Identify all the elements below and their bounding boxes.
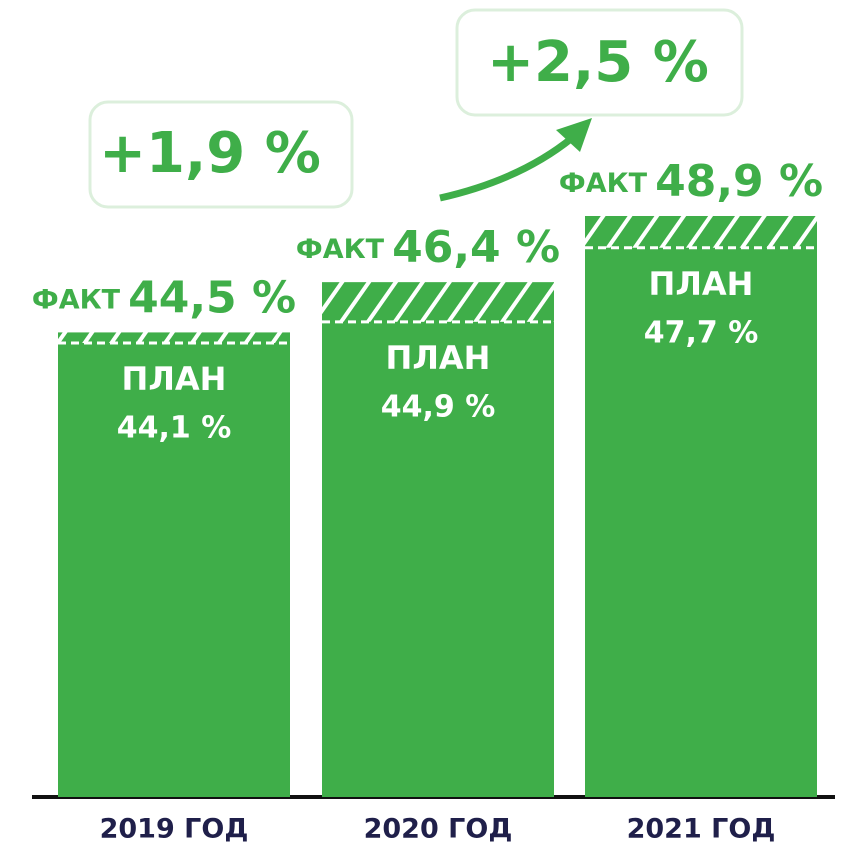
plan-bar	[322, 321, 554, 797]
x-tick-label: 2020 ГОД	[364, 814, 513, 845]
fact-name: ФАКТ	[559, 168, 648, 199]
plan-label: ПЛАН	[122, 360, 227, 398]
fact-label: ФАКТ 48,9 %	[559, 156, 823, 207]
fact-value: 48,9 %	[655, 156, 823, 207]
plan-label: ПЛАН	[649, 265, 754, 303]
arrow-head	[556, 118, 592, 152]
annotation: +2,5 %	[487, 30, 709, 95]
plan-bar	[585, 247, 817, 797]
fact-name: ФАКТ	[32, 284, 121, 315]
plan-label: ПЛАН	[386, 339, 491, 377]
plan-bar	[58, 343, 290, 797]
annotation-box	[455, 8, 744, 117]
annotation-box	[88, 100, 354, 209]
arrow	[439, 135, 575, 202]
annotation: +1,9 %	[99, 121, 321, 186]
plan-value: 44,9 %	[381, 389, 496, 424]
fact-value: 44,5 %	[128, 272, 296, 323]
plan-value: 44,1 %	[117, 411, 232, 446]
fact-value: 46,4 %	[392, 222, 560, 273]
x-tick-label: 2021 ГОД	[627, 814, 776, 845]
x-tick-label: 2019 ГОД	[100, 814, 249, 845]
fact-name: ФАКТ	[296, 234, 385, 265]
plan-value: 47,7 %	[644, 315, 759, 350]
fact-label: ФАКТ 44,5 %	[32, 272, 296, 323]
fact-label: ФАКТ 46,4 %	[296, 222, 560, 273]
